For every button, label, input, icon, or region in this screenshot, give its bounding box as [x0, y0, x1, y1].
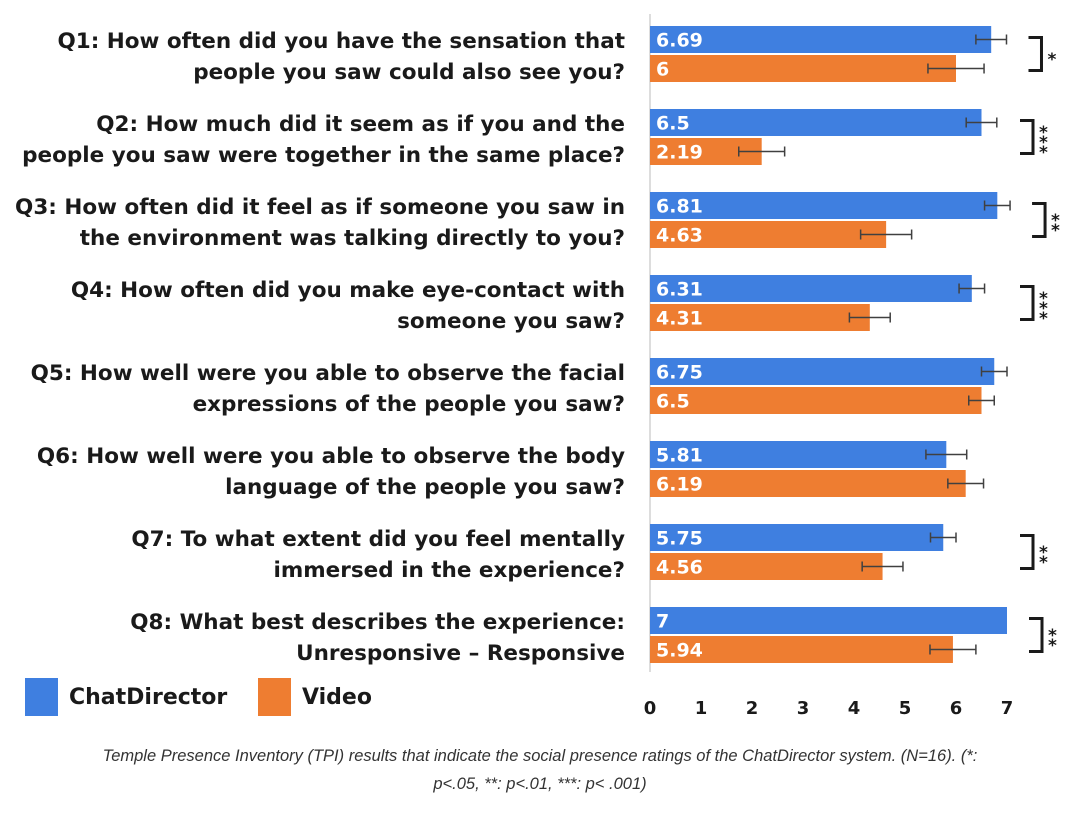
significance-star: * [1051, 211, 1060, 231]
bar-video [650, 55, 956, 82]
bar-video [650, 470, 966, 497]
question-label-line: Q4: How often did you make eye-contact w… [70, 278, 625, 303]
question-label-line: someone you saw? [397, 309, 625, 334]
question-label: Q3: How often did it feel as if someone … [15, 192, 625, 254]
question-label: Q1: How often did you have the sensation… [57, 26, 625, 88]
legend-item-chatdirector: ChatDirector [25, 678, 227, 716]
chart-plot-area: 6.696 *6.52.19***6.814.63**6.314.31***6.7… [644, 14, 1060, 719]
question-label-line: the environment was talking directly to … [79, 226, 625, 251]
significance-bracket [1028, 36, 1043, 72]
significance-star: * [1048, 626, 1057, 646]
significance-star: * [1039, 299, 1048, 319]
x-tick-label: 5 [899, 698, 912, 719]
bar-value-label: 2.19 [656, 142, 703, 164]
significance-star: * [1039, 553, 1048, 573]
x-tick-label: 3 [797, 698, 810, 719]
x-tick-label: 0 [644, 698, 657, 719]
significance-bracket [1032, 202, 1047, 238]
bar-video [650, 387, 982, 414]
question-label-line: people you saw could also see you? [193, 60, 625, 85]
significance-label: *** [1039, 123, 1048, 163]
bar-video [650, 304, 870, 331]
legend-label-video: Video [302, 684, 372, 710]
bar-video [650, 221, 887, 248]
significance-label: ** [1048, 626, 1057, 656]
bar-chatdirector [650, 26, 992, 53]
x-tick-label: 1 [695, 698, 708, 719]
question-label-line: immersed in the experience? [273, 558, 625, 583]
bar-value-label: 5.81 [656, 445, 703, 467]
question-label-line: Q2: How much did it seem as if you and t… [96, 112, 625, 137]
significance-star: * [1048, 636, 1057, 656]
legend-label-chatdirector: ChatDirector [69, 684, 228, 710]
question-label: Q8: What best describes the experience: U… [130, 607, 625, 669]
x-tick-label: 7 [1001, 698, 1014, 719]
bar-value-label: 6.75 [656, 362, 703, 384]
bar-value-label: 6.69 [656, 30, 703, 52]
question-label-line: Q7: To what extent did you feel mentally [131, 527, 625, 552]
bar-video [650, 553, 883, 580]
significance-star: * [1039, 543, 1048, 563]
question-label-line: Q3: How often did it feel as if someone … [15, 195, 625, 220]
question-label-line: Q8: What best describes the experience: [130, 610, 625, 635]
bar-chatdirector [650, 275, 972, 302]
bar-chatdirector [650, 109, 982, 136]
question-label: Q7: To what extent did you feel mentally… [131, 524, 625, 586]
significance-star: * [1047, 50, 1056, 70]
significance-bracket [1020, 285, 1035, 321]
question-label: Q2: How much did it seem as if you and t… [22, 109, 625, 171]
bar-chatdirector [650, 358, 995, 385]
significance-bracket [1020, 534, 1035, 570]
bar-chatdirector [650, 607, 1007, 634]
significance-star: * [1051, 221, 1060, 241]
question-label: Q5: How well were you able to observe th… [31, 358, 625, 420]
question-label-line: language of the people you saw? [225, 475, 625, 500]
bar-chatdirector [650, 524, 944, 551]
figure-caption: Temple Presence Inventory (TPI) results … [0, 742, 1080, 798]
bar-value-label: 6.19 [656, 474, 703, 496]
significance-star: * [1039, 123, 1048, 143]
bar-value-label: 5.75 [656, 528, 703, 550]
significance-label: ** [1051, 211, 1060, 241]
bar-value-label: 6.5 [656, 391, 690, 413]
bar-video [650, 636, 953, 663]
question-label-line: Q6: How well were you able to observe th… [36, 444, 625, 469]
x-tick-label: 2 [746, 698, 759, 719]
bar-chatdirector [650, 192, 998, 219]
significance-bracket [1029, 617, 1044, 653]
bar-value-label: 6 [656, 59, 669, 81]
legend-swatch-video [258, 678, 291, 716]
bar-value-label: 4.63 [656, 225, 703, 247]
legend-swatch-chatdirector [25, 678, 58, 716]
significance-star: * [1039, 309, 1048, 329]
question-label: Q4: How often did you make eye-contact w… [71, 275, 625, 337]
bar-value-label: 7 [656, 611, 669, 633]
question-label-line: expressions of the people you saw? [192, 392, 625, 417]
significance-label: ** [1039, 543, 1048, 573]
bar-value-label: 4.31 [656, 308, 703, 330]
caption-line-2: p<.05, **: p<.01, ***: p< .001) [433, 775, 647, 793]
question-label-line: Unresponsive – Responsive [296, 641, 625, 666]
question-label-line: people you saw were together in the same… [22, 143, 625, 168]
x-tick-label: 4 [848, 698, 861, 719]
bar-value-label: 4.56 [656, 557, 703, 579]
bar-chatdirector [650, 441, 947, 468]
significance-star: * [1039, 289, 1048, 309]
legend-item-video: Video [258, 678, 372, 716]
significance-star: * [1039, 143, 1048, 163]
x-tick-label: 6 [950, 698, 963, 719]
question-label: Q6: How well were you able to observe th… [37, 441, 625, 503]
bar-value-label: 5.94 [656, 640, 703, 662]
question-label-line: Q5: How well were you able to observe th… [30, 361, 625, 386]
significance-label: * [1047, 50, 1056, 70]
significance-label: *** [1039, 289, 1048, 329]
bar-value-label: 6.81 [656, 196, 703, 218]
caption-line-1: Temple Presence Inventory (TPI) results … [102, 747, 978, 765]
bar-value-label: 6.31 [656, 279, 703, 301]
significance-bracket [1020, 119, 1035, 155]
question-label-line: Q1: How often did you have the sensation… [57, 29, 625, 54]
tpi-bar-chart: 6.69 6 * 6.5 2.19 * * * 6.81 4.63 * * 6.31 4.31 * * * 6.7… [15, 14, 1060, 719]
significance-star: * [1039, 133, 1048, 153]
bar-value-label: 6.5 [656, 113, 690, 135]
